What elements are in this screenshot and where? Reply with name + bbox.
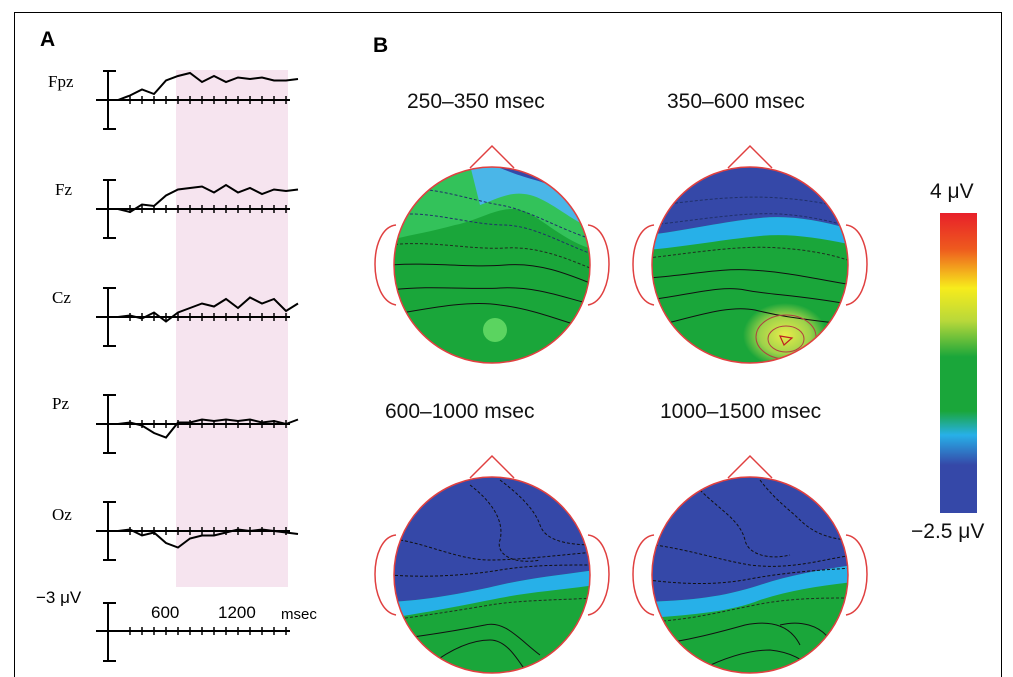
topomap-3 [374,454,610,674]
figure-frame [14,12,1002,677]
channel-label-pz: Pz [52,394,69,413]
waveform-oz [117,528,299,549]
waveform-fz [117,183,299,214]
topomap-title-4: 1000–1500 msec [660,400,822,423]
colorbar-max-label: 4 μV [930,180,974,203]
channel-label-cz: Cz [52,288,71,307]
topomap-2 [632,144,868,364]
topomap-title-1: 250–350 msec [407,90,545,113]
tick-label-600: 600 [151,603,180,622]
channel-label-fz: Fz [55,180,72,199]
topomap-title-2: 350–600 msec [667,90,805,113]
panel-b-letter: B [373,34,389,57]
tick-label-1200: 1200 [218,603,256,622]
channel-label-oz: Oz [52,505,72,524]
topomap-4 [632,454,868,674]
x-unit-label: msec [281,606,317,623]
panel-a-letter: A [40,28,56,51]
waveform-fpz [117,71,299,101]
topomap-title-3: 600–1000 msec [385,400,535,423]
colorbar [940,213,977,513]
channel-label-fpz: Fpz [48,72,74,91]
waveform-cz [117,296,299,323]
colorbar-min-label: −2.5 μV [911,520,985,543]
waveform-pz [117,418,299,439]
highlight-window [176,70,288,587]
topomap-1 [374,144,610,364]
scale-label: −3 μV [36,588,82,607]
